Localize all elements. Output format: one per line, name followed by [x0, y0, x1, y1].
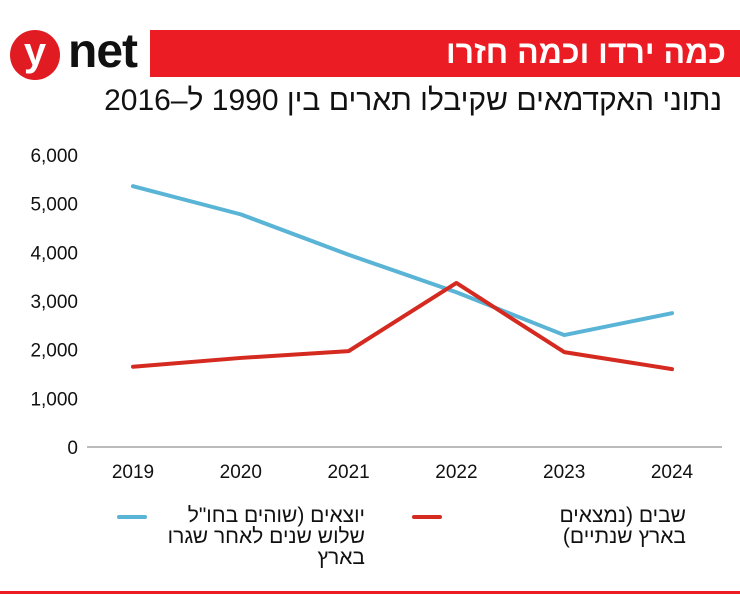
chart-subtitle: נתוני האקדמאים שקיבלו תארים בין 1990 ל–2… [104, 84, 722, 117]
x-tick-label: 2024 [651, 462, 694, 483]
legend-label: שבים (נמצאים בארץ שנתיים) [559, 504, 686, 548]
x-tick-label: 2021 [327, 462, 369, 483]
y-tick-label: 3,000 [30, 292, 78, 313]
x-tick-label: 2022 [435, 462, 477, 483]
legend-label: יוצאים (שוהים בחו"ל שלוש שנים לאחר שגרו … [167, 504, 365, 569]
y-tick-label: 1,000 [30, 389, 78, 410]
bottom-rule [0, 591, 740, 594]
series-line-0 [131, 184, 674, 338]
x-tick-label: 2020 [220, 462, 262, 483]
legend-swatch-red [412, 515, 442, 519]
y-tick-label: 0 [67, 438, 78, 459]
logo-circle: y [10, 30, 60, 80]
title-banner: כמה ירדו וכמה חזרו [150, 30, 740, 77]
x-tick-label: 2019 [112, 462, 154, 483]
logo-text: net [68, 25, 138, 78]
x-tick-label: 2023 [543, 462, 585, 483]
legend-swatch-blue [117, 515, 147, 519]
series-line-1 [131, 280, 674, 372]
y-tick-label: 5,000 [30, 195, 78, 216]
chart-title: כמה ירדו וכמה חזרו [445, 34, 726, 70]
y-tick-label: 4,000 [30, 243, 78, 264]
ynet-logo: y net [10, 25, 140, 80]
y-tick-label: 6,000 [30, 146, 78, 167]
y-tick-label: 2,000 [30, 341, 78, 362]
